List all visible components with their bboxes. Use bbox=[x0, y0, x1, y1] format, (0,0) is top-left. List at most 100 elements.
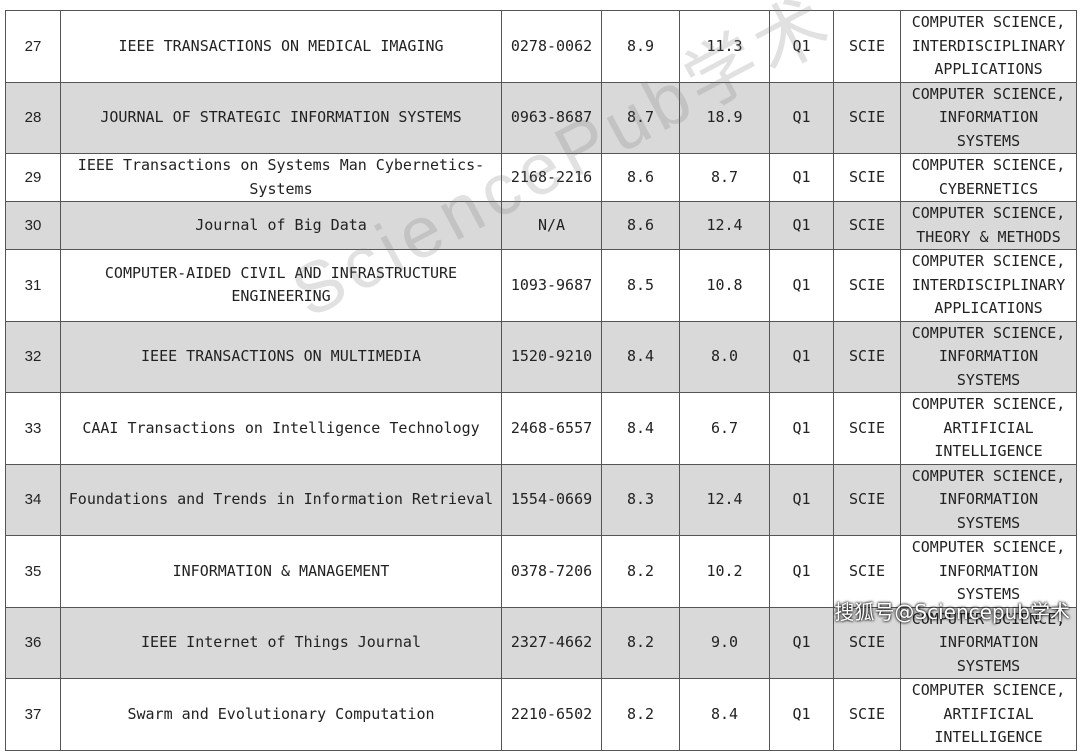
table-row: 27 IEEE TRANSACTIONS ON MEDICAL IMAGING 02… bbox=[5, 10, 1077, 83]
category-line: INTELLIGENCE bbox=[934, 442, 1043, 460]
category-line: COMPUTER SCIENCE, bbox=[911, 13, 1066, 31]
category-line: INTELLIGENCE bbox=[934, 728, 1043, 746]
citescore-cell: 12.4 bbox=[679, 201, 770, 250]
category-line: APPLICATIONS bbox=[934, 60, 1043, 78]
journal-title-cell: Swarm and Evolutionary Computation bbox=[60, 678, 502, 751]
impact-factor-cell: 8.6 bbox=[601, 153, 680, 202]
category-line: COMPUTER SCIENCE, bbox=[911, 156, 1066, 174]
rank-cell: 30 bbox=[5, 201, 61, 250]
issn-cell: 1520-9210 bbox=[501, 320, 602, 393]
quartile-cell: Q1 bbox=[769, 153, 834, 202]
index-cell: SCIE bbox=[833, 81, 901, 154]
category-line: COMPUTER SCIENCE, bbox=[911, 395, 1066, 413]
category-cell: COMPUTER SCIENCE, INTERDISCIPLINARY APPLIC… bbox=[900, 10, 1077, 83]
citescore-cell: 10.8 bbox=[679, 249, 770, 322]
category-line: COMPUTER SCIENCE, bbox=[911, 466, 1066, 485]
issn-cell: 0278-0062 bbox=[501, 10, 602, 83]
table-row: 33 CAAI Transactions on Intelligence Tech… bbox=[5, 392, 1077, 465]
table-row: 32 IEEE TRANSACTIONS ON MULTIMEDIA 1520-92… bbox=[5, 320, 1077, 393]
index-cell: SCIE bbox=[833, 201, 901, 250]
table-body: 27 IEEE TRANSACTIONS ON MEDICAL IMAGING 02… bbox=[5, 10, 1077, 751]
index-cell: SCIE bbox=[833, 678, 901, 751]
rank-cell: 36 bbox=[5, 606, 61, 679]
index-cell: SCIE bbox=[833, 463, 901, 536]
impact-factor-cell: 8.2 bbox=[601, 535, 680, 608]
category-cell: COMPUTER SCIENCE, INFORMATION SYSTEMS bbox=[900, 463, 1077, 536]
rank-cell: 28 bbox=[5, 81, 61, 154]
citescore-cell: 9.0 bbox=[679, 606, 770, 679]
category-cell: COMPUTER SCIENCE, INTERDISCIPLINARY APPLIC… bbox=[900, 249, 1077, 322]
issn-cell: N/A bbox=[501, 201, 602, 250]
category-line: INFORMATION SYSTEMS bbox=[938, 561, 1039, 604]
category-line: INFORMATION SYSTEMS bbox=[938, 633, 1039, 675]
journal-title-cell: INFORMATION & MANAGEMENT bbox=[60, 535, 502, 608]
category-line: ARTIFICIAL bbox=[943, 704, 1034, 723]
journal-title-cell: IEEE TRANSACTIONS ON MEDICAL IMAGING bbox=[60, 10, 502, 83]
category-line: INFORMATION SYSTEMS bbox=[938, 347, 1039, 389]
issn-cell: 0963-8687 bbox=[501, 81, 602, 154]
index-cell: SCIE bbox=[833, 320, 901, 393]
category-cell: COMPUTER SCIENCE, CYBERNETICS bbox=[900, 153, 1077, 202]
quartile-cell: Q1 bbox=[769, 606, 834, 679]
quartile-cell: Q1 bbox=[769, 10, 834, 83]
source-label: 搜狐号@Sciencepub学术 bbox=[834, 600, 1070, 624]
rank-cell: 34 bbox=[5, 463, 61, 536]
citescore-cell: 11.3 bbox=[679, 10, 770, 83]
table-row: 31 COMPUTER-AIDED CIVIL AND INFRASTRUCTUR… bbox=[5, 249, 1077, 322]
category-cell: COMPUTER SCIENCE, THEORY & METHODS bbox=[900, 201, 1077, 250]
journal-title-cell: Foundations and Trends in Information Re… bbox=[60, 463, 502, 536]
category-line: COMPUTER SCIENCE, bbox=[911, 609, 1066, 628]
table-row: 34 Foundations and Trends in Information … bbox=[5, 463, 1077, 536]
quartile-cell: Q1 bbox=[769, 463, 834, 536]
category-line: COMPUTER SCIENCE, bbox=[911, 204, 1066, 222]
citescore-cell: 8.7 bbox=[679, 153, 770, 202]
impact-factor-cell: 8.2 bbox=[601, 606, 680, 679]
category-cell: COMPUTER SCIENCE, ARTIFICIAL INTELLIGENCE bbox=[900, 678, 1077, 751]
citescore-cell: 8.4 bbox=[679, 678, 770, 751]
rank-cell: 27 bbox=[5, 10, 61, 83]
issn-cell: 2168-2216 bbox=[501, 153, 602, 202]
category-cell: COMPUTER SCIENCE, INFORMATION SYSTEMS bbox=[900, 81, 1077, 154]
issn-cell: 1093-9687 bbox=[501, 249, 602, 322]
issn-cell: 2327-4662 bbox=[501, 606, 602, 679]
index-cell: SCIE bbox=[833, 535, 901, 608]
citescore-cell: 6.7 bbox=[679, 392, 770, 465]
impact-factor-cell: 8.4 bbox=[601, 392, 680, 465]
category-line: COMPUTER SCIENCE, bbox=[911, 681, 1066, 699]
impact-factor-cell: 8.5 bbox=[601, 249, 680, 322]
citescore-cell: 12.4 bbox=[679, 463, 770, 536]
rank-cell: 33 bbox=[5, 392, 61, 465]
quartile-cell: Q1 bbox=[769, 392, 834, 465]
citescore-cell: 10.2 bbox=[679, 535, 770, 608]
index-cell: SCIE bbox=[833, 249, 901, 322]
issn-cell: 2468-6557 bbox=[501, 392, 602, 465]
quartile-cell: Q1 bbox=[769, 320, 834, 393]
rank-cell: 32 bbox=[5, 320, 61, 393]
category-line: COMPUTER SCIENCE, bbox=[911, 538, 1066, 556]
index-cell: SCIE bbox=[833, 153, 901, 202]
rank-cell: 31 bbox=[5, 249, 61, 322]
journal-table: 27 IEEE TRANSACTIONS ON MEDICAL IMAGING 02… bbox=[5, 10, 1077, 751]
category-cell: COMPUTER SCIENCE, ARTIFICIAL INTELLIGENCE bbox=[900, 392, 1077, 465]
citescore-cell: 18.9 bbox=[679, 81, 770, 154]
category-line: COMPUTER SCIENCE, bbox=[911, 323, 1066, 342]
category-line: ARTIFICIAL bbox=[943, 418, 1034, 437]
issn-cell: 1554-0669 bbox=[501, 463, 602, 536]
journal-title-cell: Journal of Big Data bbox=[60, 201, 502, 250]
journal-title-cell: IEEE Transactions on Systems Man Cyberne… bbox=[60, 153, 502, 202]
table-row: 29 IEEE Transactions on Systems Man Cyber… bbox=[5, 153, 1077, 202]
category-line: APPLICATIONS bbox=[934, 299, 1043, 317]
citescore-cell: 8.0 bbox=[679, 320, 770, 393]
category-line: COMPUTER SCIENCE, bbox=[911, 84, 1066, 103]
quartile-cell: Q1 bbox=[769, 201, 834, 250]
index-cell: SCIE bbox=[833, 10, 901, 83]
category-line: INTERDISCIPLINARY bbox=[911, 36, 1066, 55]
issn-cell: 2210-6502 bbox=[501, 678, 602, 751]
category-cell: COMPUTER SCIENCE, INFORMATION SYSTEMS bbox=[900, 320, 1077, 393]
rank-cell: 29 bbox=[5, 153, 61, 202]
category-line: CYBERNETICS bbox=[938, 179, 1039, 198]
category-line: INTERDISCIPLINARY bbox=[911, 275, 1066, 294]
rank-cell: 37 bbox=[5, 678, 61, 751]
quartile-cell: Q1 bbox=[769, 535, 834, 608]
table-row: 37 Swarm and Evolutionary Computation 2210… bbox=[5, 678, 1077, 751]
